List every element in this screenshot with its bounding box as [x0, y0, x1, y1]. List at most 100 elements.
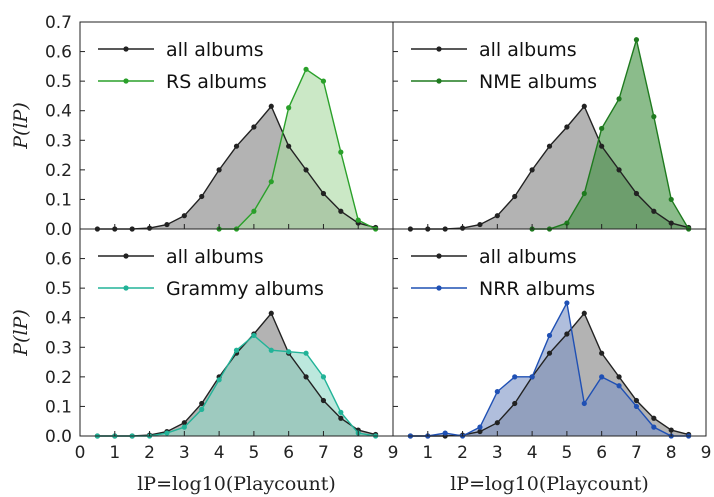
data-point — [233, 143, 240, 149]
legend-label: Grammy albums — [166, 278, 324, 300]
legend-marker — [123, 285, 129, 291]
data-point — [320, 374, 327, 380]
data-point — [320, 397, 327, 404]
legend-label: all albums — [166, 246, 264, 268]
data-point — [286, 349, 292, 355]
legend-marker — [123, 46, 129, 52]
data-point — [668, 220, 674, 226]
data-point — [529, 374, 535, 380]
data-point — [216, 167, 222, 173]
data-point — [616, 374, 622, 380]
legend-marker — [123, 78, 129, 84]
y-tick-label: 0.1 — [45, 397, 72, 417]
y-tick-label: 0.3 — [45, 338, 72, 358]
data-point — [616, 167, 622, 173]
data-point — [599, 125, 605, 132]
axes-frame — [392, 228, 707, 437]
data-point — [564, 331, 570, 337]
legend-marker — [436, 46, 442, 52]
series-fill — [97, 335, 376, 436]
data-point — [668, 427, 674, 433]
data-point — [320, 190, 327, 197]
data-point — [564, 124, 570, 130]
data-point — [512, 400, 518, 407]
data-point — [233, 347, 240, 353]
x-tick-label: 5 — [561, 443, 572, 463]
data-point — [512, 374, 518, 380]
data-point — [164, 430, 170, 436]
y-tick-label: 0.4 — [45, 309, 72, 329]
data-point — [303, 374, 309, 380]
y-tick-label: 0.1 — [45, 190, 72, 210]
x-tick-label: 3 — [179, 443, 190, 463]
data-point — [651, 114, 657, 120]
data-point — [546, 350, 553, 356]
x-axis-label: lP=log10(Playcount) — [450, 473, 649, 495]
data-point — [181, 420, 187, 426]
x-tick-label: 1 — [422, 443, 433, 463]
y-tick-label: 0.3 — [45, 131, 72, 151]
panel-top-left: 0.0 0.1 0.2 0.3 0.4 0.5 0.6 0.7 P(lP) all albums R… — [10, 13, 394, 240]
data-point — [338, 149, 344, 155]
data-point — [320, 78, 327, 84]
data-point — [546, 143, 553, 149]
data-point — [303, 167, 309, 173]
data-point — [581, 190, 587, 197]
legend-label: RS albums — [166, 71, 267, 93]
x-tick-label: 4 — [527, 443, 538, 463]
data-point — [651, 415, 657, 421]
data-point — [564, 220, 570, 226]
panel-top-right: all albums NME albums — [392, 21, 707, 232]
data-point — [268, 310, 274, 316]
x-tick-label: 8 — [353, 443, 364, 463]
legend-label: all albums — [479, 246, 577, 268]
legend-label: all albums — [479, 39, 577, 61]
data-point — [338, 208, 344, 214]
legend-marker — [436, 285, 442, 291]
panel-bottom-left: 0.0 0.1 0.2 0.3 0.4 0.5 0.6 P(lP) 0 1 2 3 4 5 6 7 8 9 lP=l… — [10, 228, 398, 495]
data-point — [668, 196, 674, 203]
legend-marker — [123, 253, 129, 259]
data-point — [268, 347, 274, 353]
x-tick-label: 2 — [144, 443, 155, 463]
data-point — [338, 415, 344, 421]
data-point — [633, 403, 640, 410]
x-tick-label: 6 — [596, 443, 607, 463]
y-tick-label: 0.2 — [45, 161, 72, 181]
y-tick-label: 0.6 — [45, 43, 72, 63]
data-point — [616, 383, 622, 389]
panel-bottom-right: 1 2 3 4 5 6 7 8 9 lP=log10(Playcount) all albums NR… — [392, 228, 712, 495]
x-tick-label: 3 — [492, 443, 503, 463]
data-point — [355, 217, 361, 223]
data-point — [477, 428, 483, 435]
x-tick-label: 9 — [701, 443, 712, 463]
series-fill — [532, 39, 689, 229]
x-tick-label: 2 — [457, 443, 468, 463]
x-tick-label: 7 — [318, 443, 329, 463]
data-point — [303, 66, 309, 72]
data-point — [633, 190, 640, 197]
data-point — [181, 424, 187, 430]
data-point — [251, 124, 257, 130]
data-point — [581, 400, 587, 407]
data-point — [616, 96, 622, 102]
data-point — [494, 420, 500, 426]
x-tick-label: 6 — [283, 443, 294, 463]
data-point — [199, 400, 205, 407]
y-tick-label: 0.0 — [45, 220, 72, 240]
legend-marker — [436, 78, 442, 84]
data-point — [529, 167, 535, 173]
data-point — [181, 213, 187, 219]
data-point — [303, 350, 309, 356]
data-point — [494, 389, 500, 395]
y-tick-label: 0.2 — [45, 368, 72, 388]
data-point — [564, 300, 570, 306]
x-axis-label: lP=log10(Playcount) — [137, 473, 336, 495]
data-point — [338, 409, 344, 415]
data-point — [216, 377, 222, 383]
data-point — [286, 143, 292, 149]
data-point — [251, 208, 257, 214]
y-axis-label: P(lP) — [10, 309, 32, 356]
data-point — [268, 179, 274, 185]
data-point — [581, 310, 587, 316]
